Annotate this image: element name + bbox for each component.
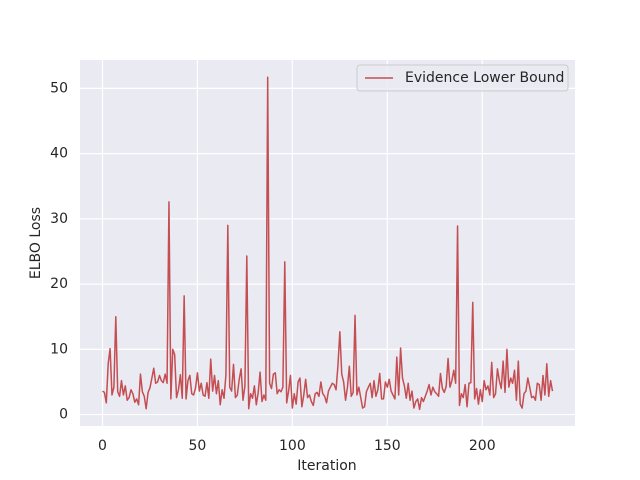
x-tick-label: 50 [189,438,207,454]
x-tick-label: 200 [469,438,496,454]
x-tick-label: 100 [279,438,306,454]
x-axis-label: Iteration [297,458,356,474]
y-axis-label: ELBO Loss [28,207,44,279]
legend-label: Evidence Lower Bound [405,70,564,86]
y-tick-label: 10 [50,341,68,357]
y-tick-label: 20 [50,276,68,292]
y-tick-label: 30 [50,211,68,227]
y-tick-label: 0 [59,407,68,423]
legend-box [356,64,569,92]
x-tick-label: 150 [374,438,401,454]
x-tick-label: 0 [98,438,107,454]
data-line [102,76,554,411]
y-tick-label: 40 [50,146,68,162]
y-tick-label: 50 [50,80,68,96]
